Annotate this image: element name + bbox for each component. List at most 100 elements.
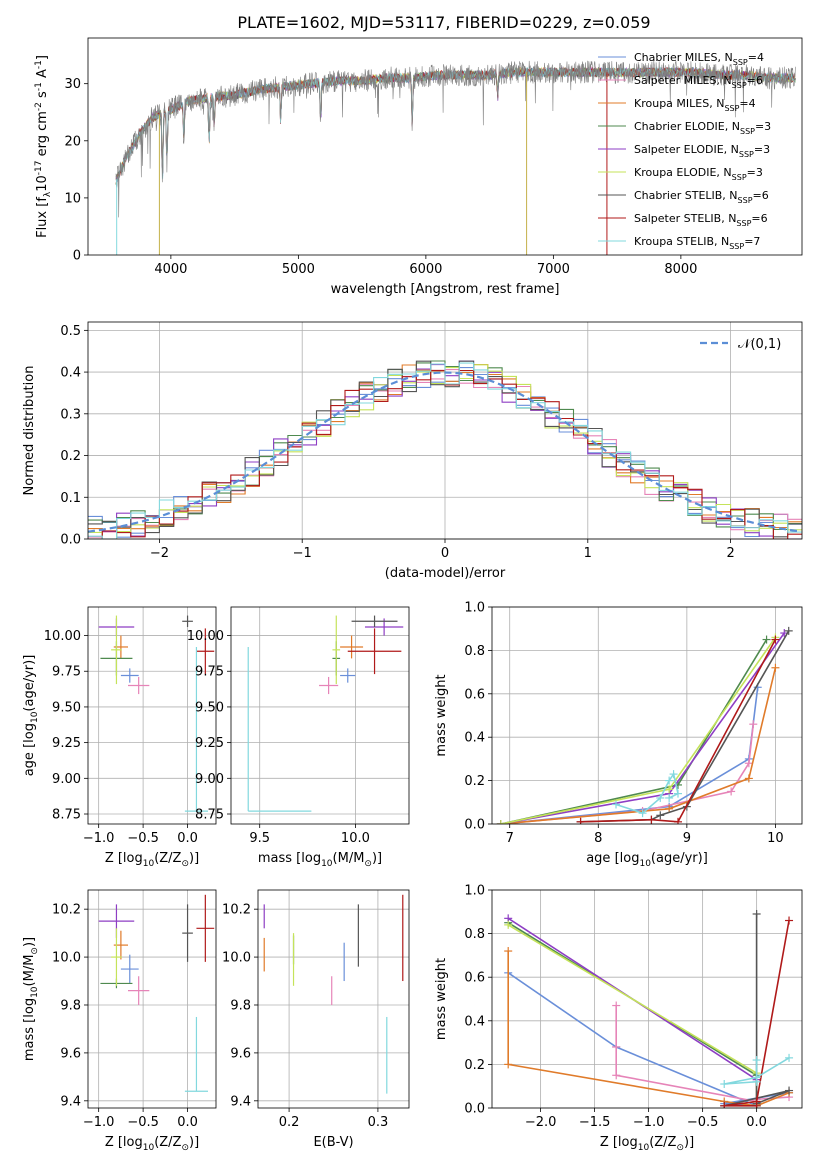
weight-marker [771, 663, 780, 672]
label-part: mass [log [22, 998, 37, 1061]
y-tick-label: 1.0 [464, 601, 485, 616]
x-tick-label: 9.5 [249, 831, 270, 846]
y-tick-label: 0.0 [464, 1102, 485, 1117]
weight-marker [749, 720, 758, 729]
weight-line [580, 630, 790, 823]
weight-marker [785, 916, 794, 925]
y-tick-label: 10.00 [44, 629, 81, 644]
y-tick-label: 10.2 [222, 903, 251, 918]
y-tick-label: 0.3 [60, 407, 81, 422]
label-part: age [log [586, 851, 639, 866]
x-tick-label: 4000 [154, 262, 187, 277]
label-part: Z [log [105, 1135, 143, 1150]
label-part: (data-model)/error [385, 566, 506, 581]
y-tick-label: 0.4 [464, 1014, 485, 1029]
errorbar-point [347, 628, 402, 675]
y-tick-label: 0.2 [464, 1058, 485, 1073]
residual-histogram [88, 362, 802, 539]
label-part: 10 [321, 859, 333, 869]
x-tick-label: 0.0 [177, 1115, 198, 1130]
legend-label: Salpeter STELIB, NSSP=6 [634, 212, 768, 228]
plot-area [496, 626, 793, 824]
errorbar-point [120, 954, 139, 984]
panel-weight-vs-Z: −2.0 −1.5 −1.0 −0.5 0.0 0.0 0.2 0.4 0.6 0.8 1.0 Z [… [434, 884, 803, 1153]
plot-area [115, 60, 796, 255]
weight-marker [612, 1042, 621, 1051]
label-part: SSP [740, 127, 755, 136]
y-tick-label: 9.8 [230, 998, 251, 1013]
legend-label: Kroupa ELODIE, NSSP=3 [634, 166, 763, 182]
label-part: (M/M [22, 955, 37, 987]
label-part: mass [log [258, 851, 321, 866]
label-part: )] [684, 1135, 694, 1150]
y-tick-label: 9.6 [60, 1046, 81, 1061]
errorbar-point [111, 928, 122, 986]
weight-marker [665, 785, 674, 794]
legend-label: Chabrier STELIB, NSSP=6 [634, 189, 769, 205]
x-tick-label: −1 [293, 546, 312, 561]
weight-line [615, 1005, 790, 1103]
y-tick-label: 0.6 [464, 971, 485, 986]
errorbar-point [196, 894, 215, 962]
y-tick-label: 0.0 [60, 533, 81, 548]
errorbar-point [182, 904, 193, 962]
label-part: SSP [724, 104, 739, 113]
legend-label: Kroupa MILES, NSSP=4 [634, 97, 756, 113]
x-tick-label: −0.5 [687, 1115, 719, 1130]
x-tick-label: 10.0 [341, 831, 370, 846]
x-tick-label: 7 [506, 831, 514, 846]
weight-marker [669, 770, 678, 779]
x-axis-label: wavelength [Angstrom, rest frame] [331, 282, 560, 297]
y-tick-label: 10.2 [52, 903, 81, 918]
label-part: =3 [755, 120, 771, 133]
label-part: E(B-V) [313, 1135, 353, 1150]
observed-spectrum [115, 60, 796, 218]
label-part: Salpeter STELIB, N [634, 212, 736, 225]
y-tick-label: 0.8 [464, 644, 485, 659]
y-tick-label: 9.00 [195, 772, 224, 787]
label-part: erg cm [35, 111, 50, 160]
errorbar-point [340, 668, 356, 683]
label-part: (age/yr)] [22, 655, 37, 712]
legend-label: Kroupa STELIB, NSSP=7 [634, 235, 760, 251]
label-part: ⊙ [676, 1143, 684, 1153]
y-tick-label: 10.00 [187, 629, 224, 644]
label-part: wavelength [Angstrom, rest frame] [331, 282, 560, 297]
weight-line [500, 636, 777, 824]
x-axis-label: Z [log10(Z/Z⊙)] [105, 1135, 199, 1153]
y-tick-label: 8.75 [195, 808, 224, 823]
legend-label: 𝒩(0,1) [738, 337, 781, 352]
weight-marker [752, 1077, 761, 1086]
weight-marker [504, 1060, 513, 1069]
weight-marker [784, 626, 793, 635]
y-tick-label: 9.75 [52, 665, 81, 680]
plot-area [88, 360, 802, 539]
label-part: 10 [30, 986, 40, 998]
y-tick-label: 0.6 [464, 687, 485, 702]
weight-marker [762, 635, 771, 644]
label-part: 10 [638, 1143, 650, 1153]
weight-marker [744, 759, 753, 768]
label-part: SSP [732, 173, 747, 182]
errorbar-point [247, 646, 312, 812]
x-axis-label: E(B-V) [313, 1135, 353, 1150]
x-tick-label: 0.0 [177, 831, 198, 846]
label-part: Flux [f [35, 197, 50, 238]
label-part: =3 [754, 143, 770, 156]
x-tick-label: 0.3 [368, 1115, 389, 1130]
y-tick-label: 9.6 [230, 1046, 251, 1061]
y-tick-label: 9.4 [230, 1094, 251, 1109]
weight-marker [720, 1080, 729, 1089]
legend-label: Chabrier MILES, NSSP=4 [634, 51, 764, 67]
y-tick-label: 9.8 [60, 998, 81, 1013]
label-part: (M/M [333, 851, 365, 866]
x-tick-label: −1.5 [579, 1115, 611, 1130]
y-tick-label: 9.75 [195, 665, 224, 680]
panel-residuals: −2 −1 0 1 2 0.0 0.1 0.2 0.3 0.4 0.5 (data-model)/er… [22, 321, 803, 581]
y-tick-label: 10.0 [52, 951, 81, 966]
x-tick-label: −0.5 [127, 831, 159, 846]
errorbar-point [128, 976, 150, 1005]
panel-mass-vs-Z: −1.0 −0.5 0.09.49.69.810.010.2Z [log10(Z/Z… [22, 889, 217, 1153]
